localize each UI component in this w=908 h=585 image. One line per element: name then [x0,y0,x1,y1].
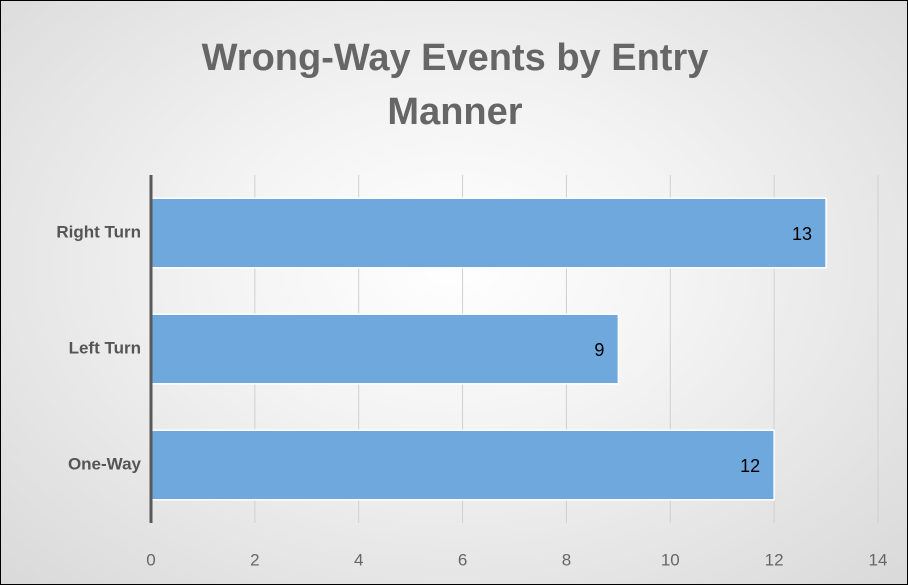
x-tick-label: 8 [562,550,571,569]
x-tick-label: 14 [869,550,888,569]
data-label: 13 [792,224,812,244]
y-tick-label: Right Turn [56,222,141,241]
chart-title: Wrong-Way Events by Entry Manner [201,37,709,133]
data-label: 9 [594,340,604,360]
x-tick-label: 12 [765,550,784,569]
x-tick-label: 2 [250,550,259,569]
data-label: 12 [740,456,760,476]
y-tick-label: Left Turn [69,338,141,357]
x-tick-label: 10 [661,550,680,569]
x-tick-label: 0 [146,550,155,569]
x-tick-label: 6 [458,550,467,569]
y-tick-label: One-Way [68,454,142,473]
x-tick-label: 4 [354,550,363,569]
bar [150,313,620,385]
bar [150,429,775,501]
bar [150,197,827,269]
